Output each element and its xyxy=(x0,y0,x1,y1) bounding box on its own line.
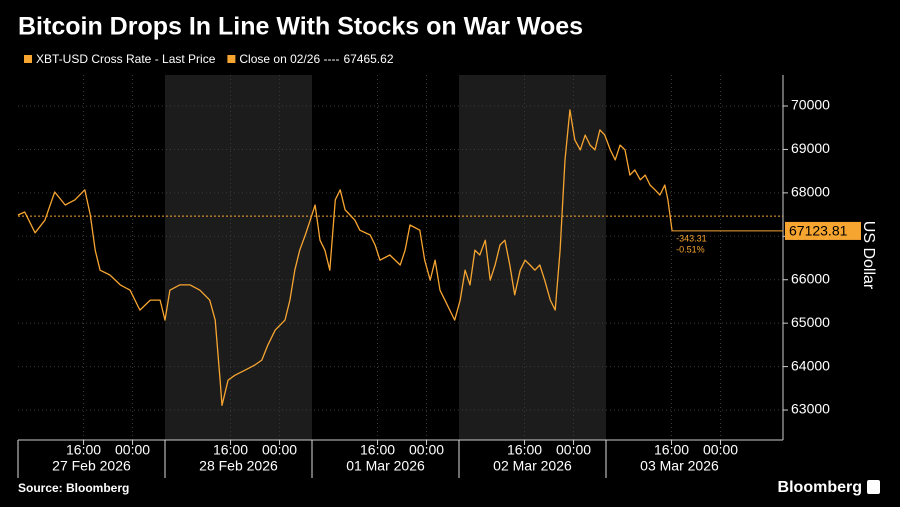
x-tick-label: 16:00 xyxy=(507,442,542,458)
y-tick-label: 64000 xyxy=(791,357,830,373)
day-label: 03 Mar 2026 xyxy=(640,458,719,474)
change-label: -343.31 xyxy=(676,233,707,243)
brand-icon xyxy=(867,480,880,494)
day-label: 02 Mar 2026 xyxy=(493,458,572,474)
day-label: 01 Mar 2026 xyxy=(346,458,425,474)
price-line xyxy=(17,109,673,406)
x-tick-label: 00:00 xyxy=(556,442,591,458)
y-tick-label: 63000 xyxy=(791,401,830,417)
legend-swatch xyxy=(227,55,236,63)
legend-label: XBT-USD Cross Rate - Last Price xyxy=(36,52,216,66)
legend-value: 67465.62 xyxy=(343,52,393,66)
x-tick-label: 16:00 xyxy=(66,442,101,458)
change-label: -0.51% xyxy=(676,244,705,254)
y-axis-label: US Dollar xyxy=(860,221,877,290)
y-tick-label: 65000 xyxy=(791,314,830,330)
day-label: 28 Feb 2026 xyxy=(199,458,278,474)
x-tick-label: 16:00 xyxy=(213,442,248,458)
x-tick-label: 00:00 xyxy=(115,442,150,458)
y-tick-label: 66000 xyxy=(791,270,830,286)
source: Source: Bloomberg xyxy=(18,481,129,495)
day-band xyxy=(164,75,312,440)
day-band xyxy=(458,75,606,440)
chart-title: Bitcoin Drops In Line With Stocks on War… xyxy=(18,13,583,41)
y-tick-label: 70000 xyxy=(791,97,830,113)
x-tick-label: 00:00 xyxy=(409,442,444,458)
legend-label: Close on 02/26 ---- xyxy=(239,52,339,66)
legend-swatch xyxy=(24,55,32,63)
last-price-box xyxy=(785,221,861,240)
x-tick-label: 16:00 xyxy=(360,442,395,458)
y-tick-label: 68000 xyxy=(791,184,830,200)
x-tick-label: 16:00 xyxy=(654,442,689,458)
y-tick-label: 69000 xyxy=(791,140,830,156)
x-tick-label: 00:00 xyxy=(703,442,738,458)
day-label: 27 Feb 2026 xyxy=(52,458,131,474)
last-price-label: 67123.81 xyxy=(789,223,848,239)
x-tick-label: 00:00 xyxy=(262,442,297,458)
brand: Bloomberg xyxy=(778,479,862,496)
